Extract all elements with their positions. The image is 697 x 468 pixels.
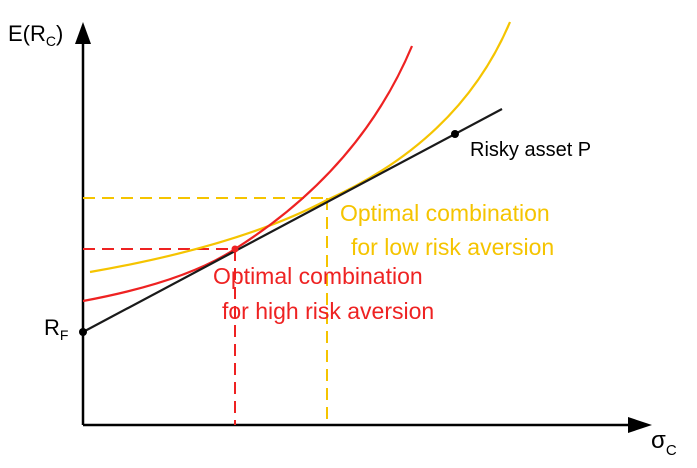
high-aversion-label-line2: for high risk aversion (222, 298, 434, 324)
low-aversion-indifference-curve (89, 21, 512, 274)
low-aversion-label-line2: for low risk aversion (351, 234, 554, 260)
y-axis-label: E(RC) (8, 21, 63, 49)
x-axis-label: σC (651, 427, 677, 459)
high-aversion-indifference-curve (82, 45, 414, 303)
y-axis-label-subscript: C (46, 33, 56, 49)
capital-allocation-line (82, 108, 503, 333)
risk-free-label-main: R (44, 315, 60, 340)
risk-free-label-subscript: F (60, 327, 69, 343)
high-aversion-label-line1: Optimal combination (213, 263, 423, 289)
y-axis-arrowhead (75, 22, 91, 44)
y-axis-label-main: E(R (8, 21, 46, 46)
x-axis-label-subscript: C (666, 442, 677, 459)
low-aversion-label-line1: Optimal combination (340, 200, 550, 226)
x-axis-label-main: σ (651, 427, 666, 454)
risk-free-point (79, 328, 87, 336)
x-axis-arrowhead (628, 417, 652, 433)
risky-asset-point (451, 130, 459, 138)
risky-asset-label: Risky asset P (470, 139, 591, 161)
y-axis-label-close: ) (56, 21, 63, 46)
high-aversion-optimal-point (231, 245, 239, 253)
risk-free-label: RF (44, 315, 68, 343)
